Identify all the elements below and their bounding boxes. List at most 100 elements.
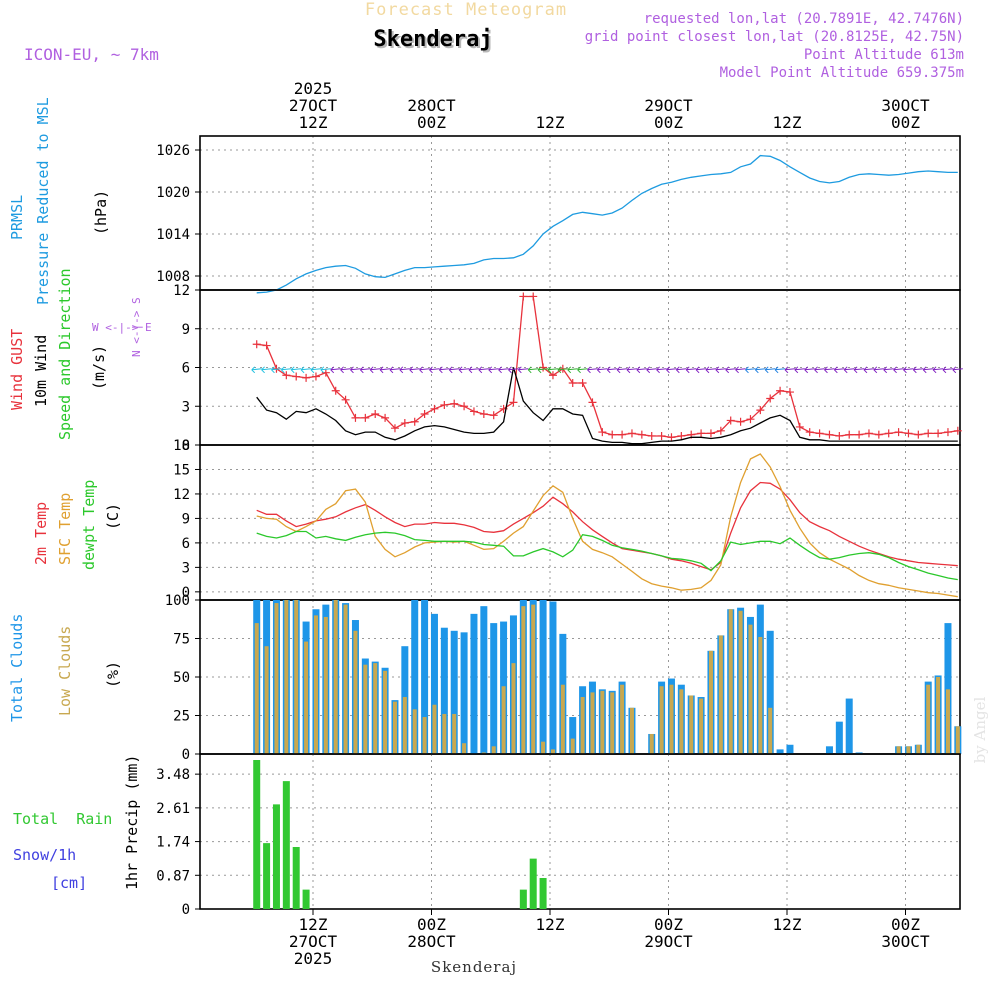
gust-marker [420, 410, 429, 418]
wind-direction-arrow [893, 366, 904, 374]
gust-marker [825, 430, 834, 439]
wind-direction-arrow [310, 366, 322, 374]
low-cloud-bar [955, 726, 960, 754]
low-cloud-bar [560, 684, 565, 754]
clouds-total-label: Total Clouds [8, 614, 26, 722]
gust-marker [529, 292, 538, 301]
bottom-time-label-5-0: 00Z [891, 915, 920, 934]
total-cloud-bar [430, 613, 438, 754]
product-title: Forecast Meteogram [365, 0, 567, 20]
panel-3-ytick-label-4: 100 [165, 593, 190, 609]
wind-direction-arrow [705, 366, 717, 374]
series-sfc-temp-line [256, 453, 958, 598]
top-time-label-0-2: 12Z [299, 113, 328, 132]
series-10m-wind-line [256, 367, 958, 445]
low-cloud-bar [689, 695, 694, 754]
wind-direction-arrow [271, 366, 282, 374]
panel-1: 0 3 6 9 12 [173, 283, 963, 454]
requested-coords: requested lon,lat (20.7891E, 42.7476N) [644, 11, 964, 27]
gust-marker [706, 429, 715, 438]
panel-4-ytick-label-0: 0 [182, 902, 190, 918]
gust-marker [637, 430, 646, 439]
gust-marker [302, 373, 311, 382]
panel-0-ytick-label-2: 1020 [156, 185, 190, 201]
gust-marker [943, 428, 952, 437]
panel-2-ytick-label-6: 18 [173, 438, 190, 454]
gust-marker [519, 292, 528, 301]
wind-direction-arrow [715, 366, 726, 374]
low-cloud-bar [945, 689, 950, 754]
wind-direction-arrow [587, 366, 598, 374]
low-cloud-bar [452, 713, 457, 754]
gridpoint-coords: grid point closest lon,lat (20.8125E, 42… [585, 29, 964, 45]
low-cloud-bar [442, 713, 447, 754]
low-cloud-bar [284, 600, 289, 754]
total-cloud-bar [450, 630, 458, 754]
gust-marker [598, 428, 607, 437]
low-cloud-bar [323, 616, 328, 754]
wind-direction-arrow [369, 366, 381, 374]
bottom-time-label-0-2: 2025 [294, 949, 333, 968]
rain-bar [282, 781, 290, 909]
gust-marker [479, 410, 488, 418]
panels: 1008101410201026036912036912151802550751… [156, 79, 963, 968]
gust-marker [795, 422, 804, 431]
gust-marker [331, 386, 340, 395]
wind-direction-arrow [379, 366, 391, 374]
gust-marker [282, 371, 291, 380]
gust-marker [252, 340, 261, 349]
top-time-label-2-0: 12Z [536, 113, 565, 132]
low-cloud-bar [412, 709, 417, 754]
low-cloud-bar [570, 738, 575, 754]
gust-marker [450, 399, 459, 408]
low-cloud-bar [343, 604, 348, 754]
wind-direction-arrow [577, 366, 588, 374]
low-cloud-bar [748, 624, 753, 754]
panel-2: 0 3 6 9 12 15 18 [173, 438, 961, 601]
gust-marker [716, 426, 725, 435]
gust-marker [894, 428, 903, 437]
pressure-label-msl: Pressure Reduced to MSL [34, 97, 52, 305]
low-cloud-bar [254, 623, 259, 754]
wind-direction-arrow [814, 366, 825, 374]
wind-direction-arrow [606, 366, 618, 374]
wind-direction-arrow [596, 366, 608, 374]
wind-direction-arrow [527, 366, 539, 374]
panel-2-ytick-label-5: 15 [173, 462, 190, 478]
top-time-label-3-0: 29OCT [644, 96, 693, 115]
gust-marker [677, 431, 686, 440]
low-cloud-bar [669, 684, 674, 754]
precip-axis-label: 1hr Precip (mm) [123, 755, 141, 890]
gust-marker [805, 428, 814, 437]
location-title: Skenderaj [373, 27, 492, 52]
gust-marker [647, 431, 656, 440]
pressure-label-prmsl: PRMSL [8, 195, 26, 240]
rain-bar [272, 804, 280, 909]
gust-marker [390, 424, 399, 433]
model-altitude: Model Point Altitude 659.375m [720, 65, 964, 81]
bottom-time-label-3-1: 29OCT [644, 932, 693, 951]
bottom-time-label-5-1: 30OCT [881, 932, 930, 951]
point-altitude: Point Altitude 613m [804, 47, 964, 63]
panel-1-ytick-label-1: 3 [182, 399, 190, 415]
low-cloud-bar [501, 686, 506, 754]
top-time-label-3-1: 00Z [654, 113, 683, 132]
gust-marker [460, 402, 469, 411]
low-cloud-bar [610, 692, 615, 754]
panel-4-ytick-label-3: 2.61 [156, 801, 190, 817]
panel-3-ytick-label-1: 25 [173, 709, 190, 725]
gust-marker [509, 398, 518, 407]
temp-dewpt-label: dewpt Temp [80, 480, 98, 570]
wind-speed-dir-label: Speed and Direction [56, 268, 74, 440]
wind-direction-arrow [636, 366, 647, 374]
low-cloud-bar [580, 697, 585, 754]
rain-bar [539, 878, 547, 909]
wind-direction-arrow [508, 366, 519, 374]
wind-direction-arrow [429, 366, 440, 374]
bottom-time-label-0-1: 27OCT [289, 932, 338, 951]
low-cloud-bar [313, 615, 318, 754]
panel-3-ytick-label-3: 75 [173, 632, 190, 648]
gust-marker [756, 406, 765, 415]
precip-cm-label: [cm] [51, 874, 87, 892]
wind-direction-arrow [478, 366, 489, 374]
